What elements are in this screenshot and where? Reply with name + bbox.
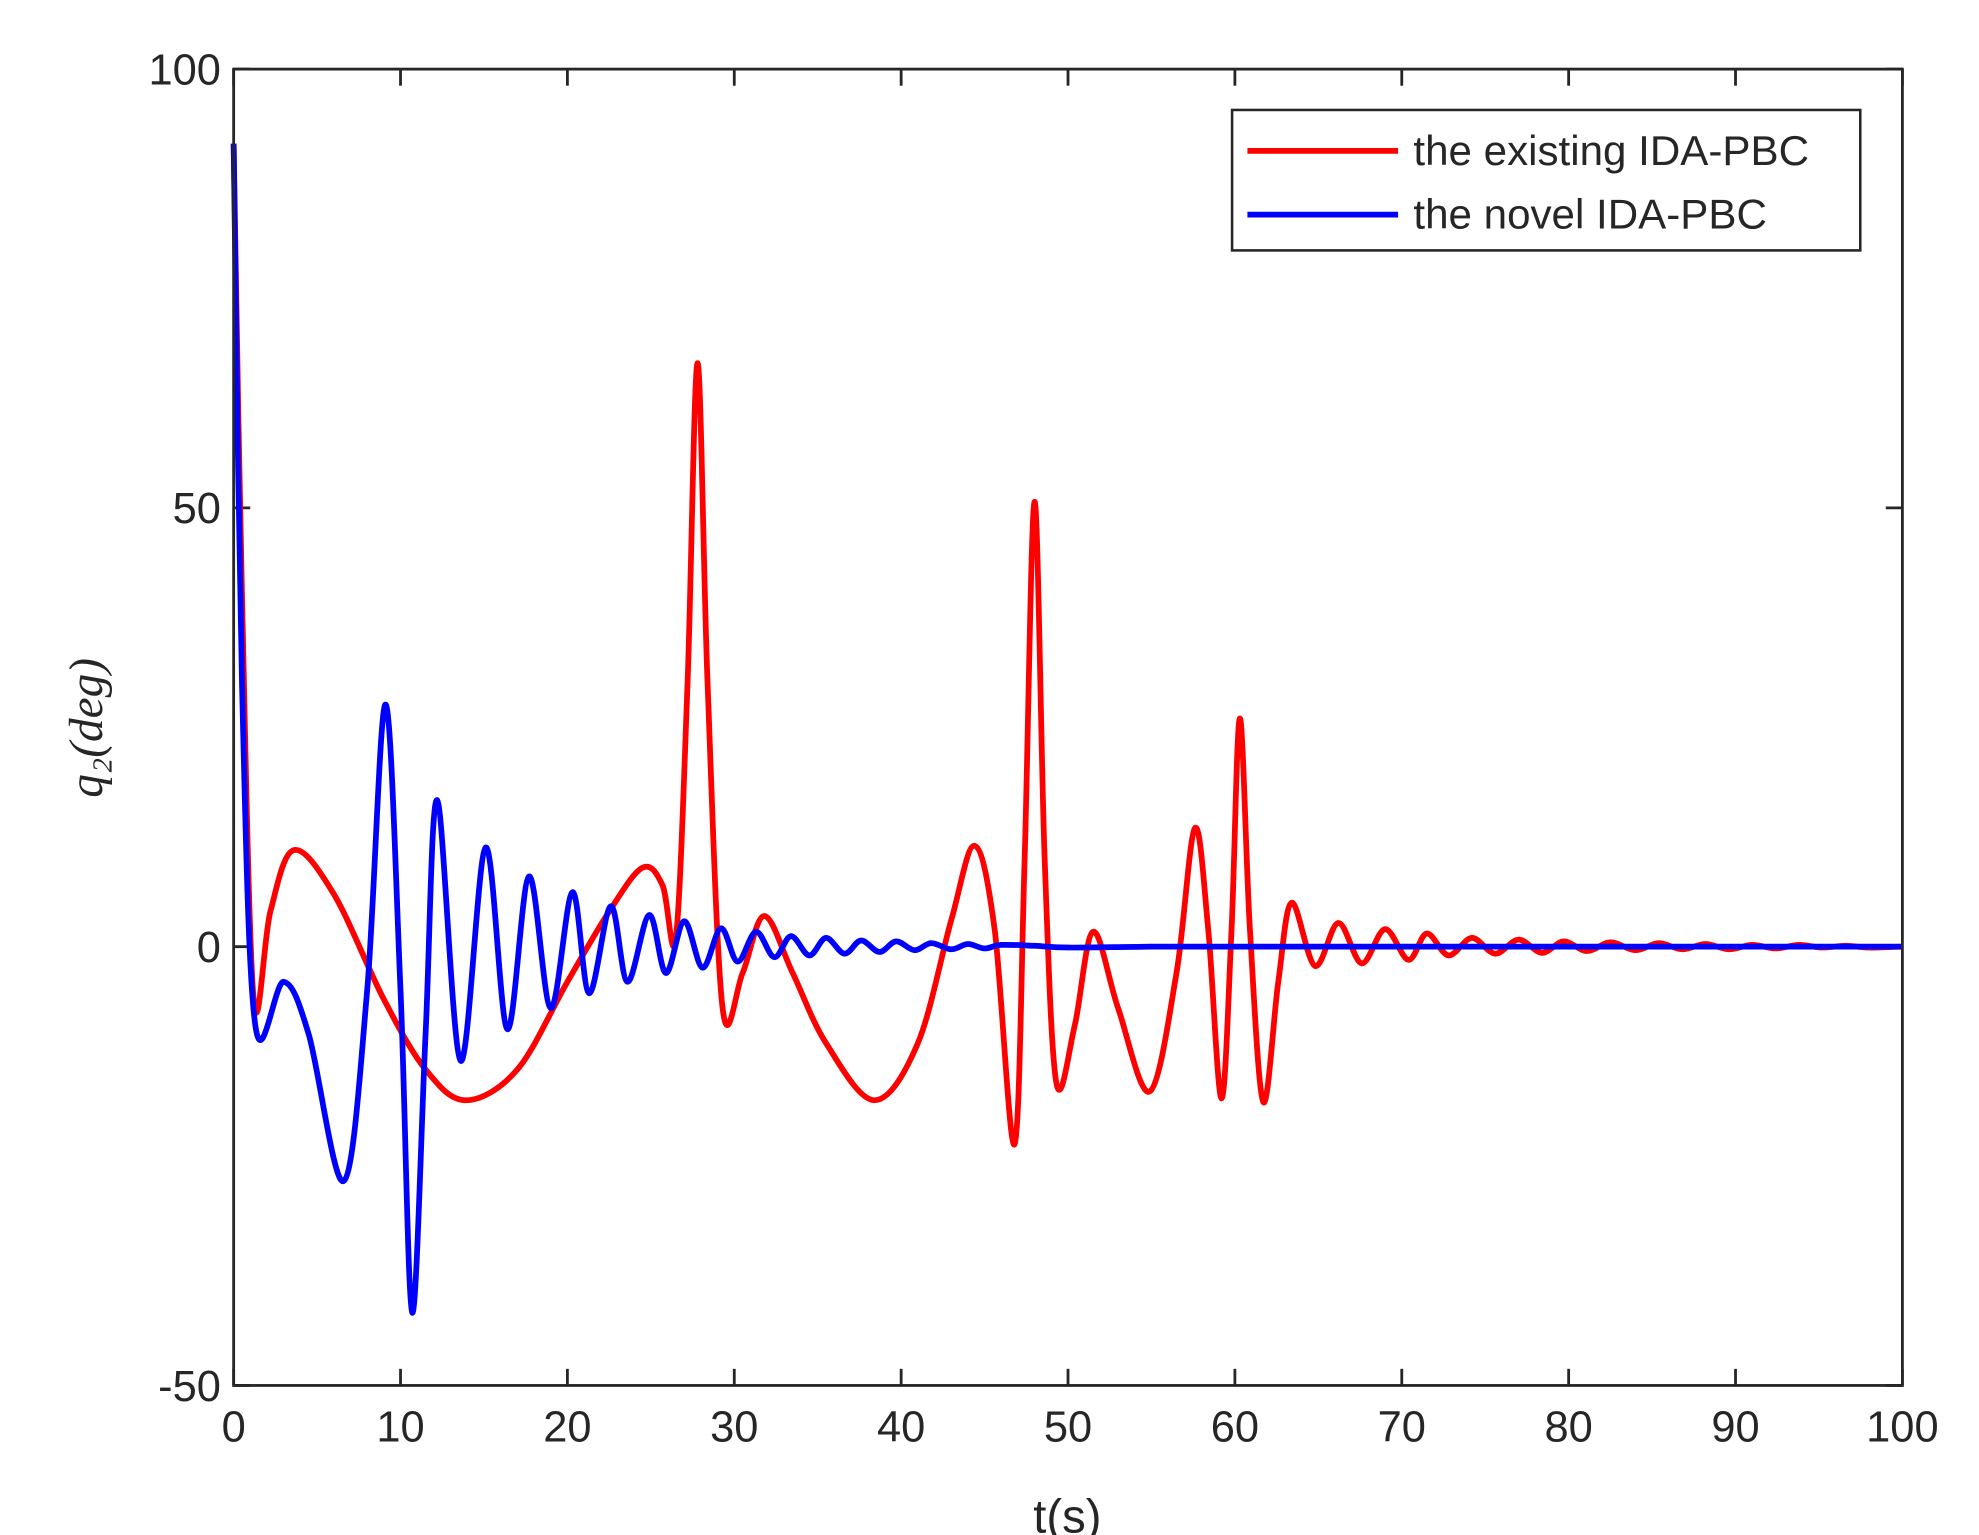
legend-label: the novel IDA-PBC bbox=[1413, 191, 1767, 238]
x-tick-label: 0 bbox=[222, 1404, 246, 1452]
x-tick-label: 90 bbox=[1711, 1404, 1759, 1452]
axes-box bbox=[232, 67, 1904, 1387]
x-tick-label: 100 bbox=[1866, 1404, 1938, 1452]
y-tick-label: 0 bbox=[197, 924, 221, 972]
x-tick-label: 30 bbox=[710, 1404, 758, 1452]
x-tick-label: 10 bbox=[376, 1404, 424, 1452]
x-tick-label: 20 bbox=[543, 1404, 591, 1452]
legend-label: the existing IDA-PBC bbox=[1413, 127, 1809, 174]
x-tick-label: 40 bbox=[877, 1404, 925, 1452]
x-tick-label: 80 bbox=[1545, 1404, 1593, 1452]
y-tick-label: 50 bbox=[173, 485, 221, 533]
y-tick-label: -50 bbox=[158, 1363, 221, 1411]
y-axis-label: q₂(deg) bbox=[61, 658, 113, 798]
x-axis-label: t(s) bbox=[1033, 1490, 1101, 1535]
series-line bbox=[230, 143, 1903, 1316]
x-tick-label: 70 bbox=[1378, 1404, 1426, 1452]
x-tick-label: 50 bbox=[1044, 1404, 1092, 1452]
y-tick-label: 100 bbox=[148, 46, 220, 94]
plot-area bbox=[233, 69, 1903, 1386]
x-tick-label: 60 bbox=[1211, 1404, 1259, 1452]
legend-box bbox=[1230, 108, 1862, 252]
